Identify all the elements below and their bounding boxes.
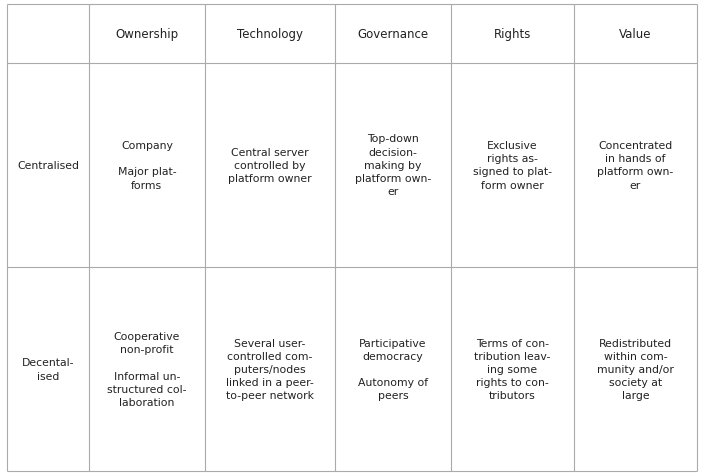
- Text: Exclusive
rights as-
signed to plat-
form owner: Exclusive rights as- signed to plat- for…: [473, 140, 552, 190]
- Text: Several user-
controlled com-
puters/nodes
linked in a peer-
to-peer network: Several user- controlled com- puters/nod…: [226, 338, 314, 401]
- Text: Governance: Governance: [358, 28, 429, 40]
- Text: Cooperative
non-profit

Informal un-
structured col-
laboration: Cooperative non-profit Informal un- stru…: [107, 331, 187, 407]
- Text: Company

Major plat-
forms: Company Major plat- forms: [118, 140, 176, 190]
- Text: Decental-
ised: Decental- ised: [22, 358, 75, 381]
- Text: Ownership: Ownership: [115, 28, 178, 40]
- Text: Top-down
decision-
making by
platform own-
er: Top-down decision- making by platform ow…: [355, 134, 431, 197]
- Text: Redistributed
within com-
munity and/or
society at
large: Redistributed within com- munity and/or …: [597, 338, 674, 401]
- Text: Central server
controlled by
platform owner: Central server controlled by platform ow…: [228, 147, 312, 184]
- Text: Value: Value: [619, 28, 652, 40]
- Text: Terms of con-
tribution leav-
ing some
rights to con-
tributors: Terms of con- tribution leav- ing some r…: [474, 338, 551, 401]
- Text: Technology: Technology: [237, 28, 303, 40]
- Text: Rights: Rights: [494, 28, 531, 40]
- Text: Concentrated
in hands of
platform own-
er: Concentrated in hands of platform own- e…: [597, 140, 674, 190]
- Text: Participative
democracy

Autonomy of
peers: Participative democracy Autonomy of peer…: [358, 338, 428, 401]
- Text: Centralised: Centralised: [17, 160, 79, 170]
